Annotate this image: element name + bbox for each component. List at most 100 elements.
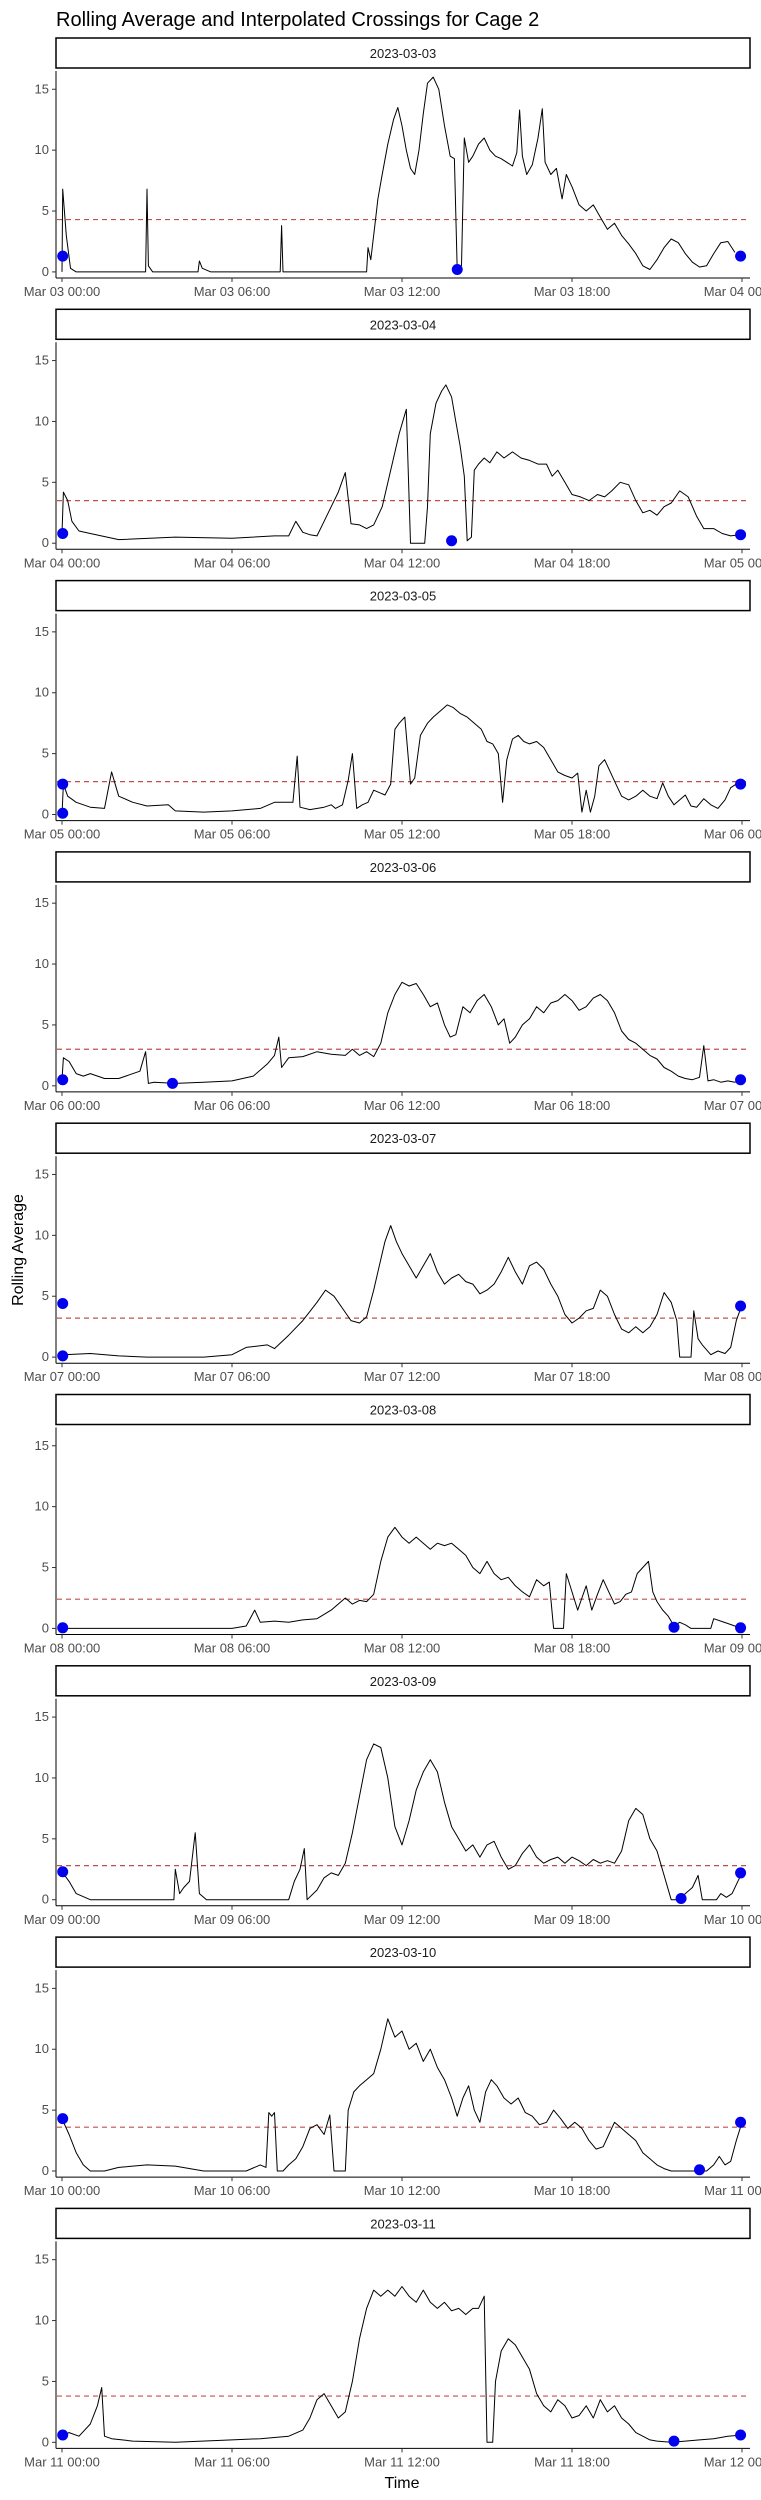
crossing-point xyxy=(735,1300,747,1312)
y-axis-title: Rolling Average xyxy=(10,1194,27,1306)
x-tick-label: Mar 07 00:00 xyxy=(704,1098,761,1113)
x-tick-label: Mar 06 00:00 xyxy=(704,827,761,842)
panel: 2023-03-03 0 5 10 15 Mar 03 00:00 Mar 03 06:00… xyxy=(24,37,761,299)
panel: 2023-03-09 0 5 10 15 Mar 09 00:00 Mar 09 06:00… xyxy=(24,1665,761,1927)
panel-strip xyxy=(55,1393,751,1426)
panel-strip xyxy=(55,579,751,612)
panel-strip-label: 2023-03-07 xyxy=(370,1131,437,1146)
x-tick-label: Mar 10 12:00 xyxy=(364,2183,441,2198)
x-tick-label: Mar 07 12:00 xyxy=(364,1369,441,1384)
x-tick-label: Mar 06 18:00 xyxy=(534,1098,611,1113)
crossing-point xyxy=(735,529,747,541)
panel-strip-label: 2023-03-09 xyxy=(370,1674,437,1689)
panel-strip xyxy=(55,1122,751,1154)
x-tick-label: Mar 03 06:00 xyxy=(194,284,271,299)
y-tick-label: 0 xyxy=(42,1349,49,1364)
crossing-point xyxy=(735,1074,747,1086)
panel: 2023-03-10 0 5 10 15 Mar 10 00:00 Mar 10 06:00… xyxy=(24,1936,761,2198)
x-tick-label: Mar 09 00:00 xyxy=(704,1641,761,1656)
panel-strip xyxy=(55,1665,751,1697)
chart-panels: 2023-03-03 0 5 10 15 Mar 03 00:00 Mar 03 06:00… xyxy=(24,37,761,2469)
panel-strip xyxy=(55,2207,751,2240)
series-line xyxy=(61,981,743,1084)
y-tick-label: 0 xyxy=(42,2163,49,2178)
x-tick-label: Mar 08 00:00 xyxy=(704,1369,761,1384)
y-tick-label: 15 xyxy=(35,1709,49,1724)
x-tick-label: Mar 09 06:00 xyxy=(194,1912,271,1927)
y-tick-label: 15 xyxy=(35,353,49,368)
y-tick-label: 5 xyxy=(42,2102,49,2117)
y-tick-label: 0 xyxy=(42,535,49,550)
chart-title: Rolling Average and Interpolated Crossin… xyxy=(56,9,539,31)
y-tick-label: 5 xyxy=(42,1017,49,1032)
crossing-point xyxy=(451,263,463,275)
x-tick-label: Mar 03 12:00 xyxy=(364,284,441,299)
x-tick-label: Mar 09 12:00 xyxy=(364,1912,441,1927)
crossing-point xyxy=(735,250,747,262)
x-tick-label: Mar 10 18:00 xyxy=(534,2183,611,2198)
y-tick-label: 10 xyxy=(35,685,49,700)
y-tick-label: 0 xyxy=(42,1892,49,1907)
crossing-point xyxy=(446,535,458,547)
panel: 2023-03-08 0 5 10 15 Mar 08 00:00 Mar 08 06:00… xyxy=(24,1393,761,1656)
x-tick-label: Mar 11 06:00 xyxy=(194,2454,270,2469)
x-tick-label: Mar 04 12:00 xyxy=(364,555,441,570)
crossing-point xyxy=(57,807,69,819)
crossing-point xyxy=(735,2116,747,2128)
x-tick-label: Mar 05 00:00 xyxy=(24,827,101,842)
crossing-point xyxy=(57,2429,69,2441)
series-line xyxy=(61,1225,743,1358)
x-tick-label: Mar 08 18:00 xyxy=(534,1641,611,1656)
y-tick-label: 5 xyxy=(42,1560,49,1575)
crossing-point xyxy=(735,1622,747,1634)
x-tick-label: Mar 11 00:00 xyxy=(704,2183,761,2198)
y-tick-label: 5 xyxy=(42,203,49,218)
x-tick-label: Mar 09 00:00 xyxy=(24,1912,101,1927)
crossing-point xyxy=(57,1350,69,1362)
y-tick-label: 5 xyxy=(42,474,49,489)
series-line xyxy=(62,1526,743,1629)
x-tick-label: Mar 11 00:00 xyxy=(24,2454,100,2469)
x-tick-label: Mar 05 06:00 xyxy=(194,827,271,842)
panel: 2023-03-05 0 5 10 15 Mar 05 00:00 Mar 05 06:00… xyxy=(24,579,761,842)
y-tick-label: 10 xyxy=(35,1499,49,1514)
x-tick-label: Mar 10 00:00 xyxy=(704,1912,761,1927)
x-tick-label: Mar 04 00:00 xyxy=(24,555,101,570)
y-tick-label: 15 xyxy=(35,81,49,96)
crossing-point xyxy=(57,250,69,262)
x-tick-label: Mar 08 06:00 xyxy=(194,1641,271,1656)
crossing-point xyxy=(668,1621,680,1633)
panel-strip-label: 2023-03-11 xyxy=(370,2216,436,2231)
y-tick-label: 5 xyxy=(42,1831,49,1846)
y-tick-label: 5 xyxy=(42,1288,49,1303)
x-tick-label: Mar 09 18:00 xyxy=(534,1912,611,1927)
series-line xyxy=(61,2018,743,2172)
y-tick-label: 10 xyxy=(35,413,49,428)
series-line xyxy=(61,704,742,815)
panel-strip-label: 2023-03-06 xyxy=(370,860,437,875)
panel-strip-label: 2023-03-04 xyxy=(370,317,437,332)
y-tick-label: 0 xyxy=(42,264,49,279)
crossing-point xyxy=(675,1892,687,1904)
y-tick-label: 15 xyxy=(35,1980,49,1995)
y-tick-label: 10 xyxy=(35,2041,49,2056)
y-tick-label: 5 xyxy=(42,746,49,761)
x-tick-label: Mar 03 00:00 xyxy=(24,284,101,299)
x-tick-label: Mar 04 18:00 xyxy=(534,555,611,570)
crossing-point xyxy=(668,2435,680,2447)
panel-strip xyxy=(55,37,751,69)
panel-strip-label: 2023-03-08 xyxy=(370,1403,437,1418)
y-tick-label: 10 xyxy=(35,2313,49,2328)
y-tick-label: 10 xyxy=(35,1770,49,1785)
x-tick-label: Mar 05 00:00 xyxy=(704,555,761,570)
x-tick-label: Mar 12 00:00 xyxy=(704,2454,761,2469)
x-tick-label: Mar 07 18:00 xyxy=(534,1369,611,1384)
x-tick-label: Mar 03 18:00 xyxy=(534,284,611,299)
crossing-point xyxy=(694,2164,705,2176)
y-tick-label: 10 xyxy=(35,1227,49,1242)
y-tick-label: 0 xyxy=(42,1078,49,1093)
crossing-point xyxy=(735,778,747,790)
y-tick-label: 15 xyxy=(35,2252,49,2267)
series-line xyxy=(61,1743,743,1901)
